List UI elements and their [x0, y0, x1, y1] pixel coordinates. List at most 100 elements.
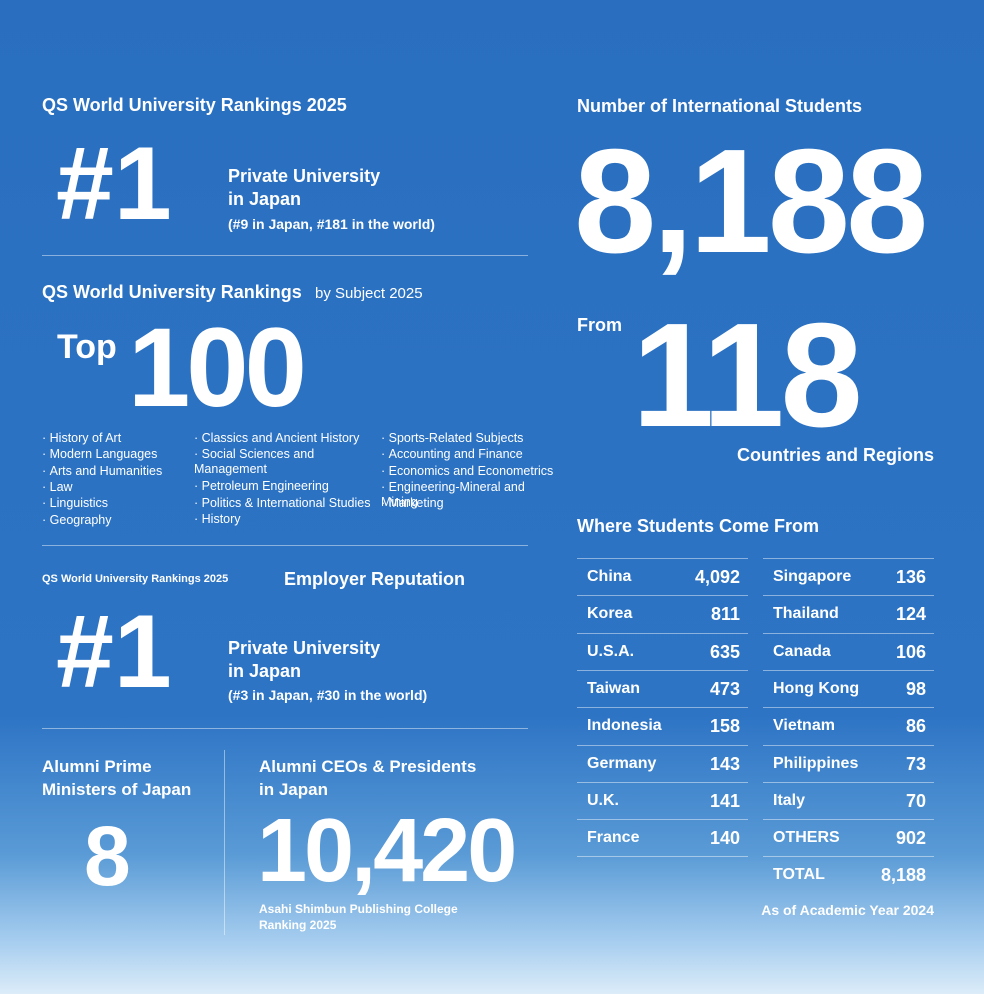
country-name: U.K. [587, 791, 619, 809]
subject-item: Modern Languages [42, 447, 192, 462]
total-label: TOTAL [773, 866, 825, 884]
section-prefix: QS World University Rankings 2025 [42, 573, 229, 585]
separator [763, 707, 934, 709]
country-count: 70 [905, 790, 926, 811]
top-label: Top [57, 328, 117, 366]
subject-item: Arts and Humanities [42, 464, 192, 479]
country-name: France [587, 829, 640, 847]
section-title: QS World University Rankings [42, 282, 302, 302]
country-name: Indonesia [587, 717, 662, 735]
separator [577, 744, 748, 746]
separator [763, 856, 934, 858]
separator [42, 255, 528, 256]
separator [763, 819, 934, 821]
separator [577, 781, 748, 783]
subject-item: Accounting and Finance [381, 447, 561, 462]
country-name: Thailand [773, 605, 839, 623]
country-count: 73 [905, 753, 926, 774]
country-name: Canada [773, 642, 831, 660]
top-number: 100 [128, 305, 307, 430]
subject-item: Politics & International Studies [194, 496, 374, 511]
from-label: From [577, 315, 622, 335]
rank-detail: (#3 in Japan, #30 in the world) [228, 687, 428, 703]
country-name: OTHERS [773, 829, 840, 847]
subject-item: History of Art [42, 431, 192, 446]
alumni-value: 8 [84, 809, 131, 903]
country-name: U.S.A. [587, 642, 635, 660]
subject-item: Marketing [381, 496, 561, 511]
separator [577, 856, 748, 858]
separator [42, 728, 528, 729]
alumni-title: Ministers of Japan [42, 780, 192, 799]
subject-item: Social Sciences and Management [194, 447, 374, 477]
alumni-title: in Japan [259, 780, 328, 799]
country-name: Hong Kong [773, 679, 860, 697]
alumni-title: Alumni Prime [42, 757, 152, 776]
rank-label: Private University [228, 638, 381, 658]
student-total: 8,188 [574, 119, 928, 284]
separator [577, 558, 748, 559]
alumni-title: Alumni CEOs & Presidents [259, 757, 477, 776]
separator [42, 545, 528, 546]
separator [763, 632, 934, 634]
country-count: 158 [709, 716, 740, 737]
separator [763, 595, 934, 597]
rank-label: Private University [228, 166, 381, 186]
country-count: 106 [895, 641, 926, 662]
country-count: 4,092 [694, 567, 740, 587]
country-name: Korea [587, 605, 633, 623]
country-count: 811 [710, 604, 740, 625]
country-count: 902 [895, 828, 926, 849]
country-name: Italy [773, 791, 806, 809]
subject-item: Sports-Related Subjects [381, 431, 561, 446]
rank-label: in Japan [228, 661, 302, 681]
country-count: 140 [709, 828, 740, 849]
country-name: Taiwan [587, 679, 641, 697]
subject-item: Geography [42, 513, 192, 528]
country-name: Germany [587, 754, 657, 772]
separator [577, 707, 748, 709]
separator [763, 781, 934, 783]
country-name: Philippines [773, 754, 859, 772]
section-title: Employer Reputation [284, 569, 466, 589]
section-title: QS World University Rankings 2025 [42, 95, 347, 115]
alumni-value: 10,420 [257, 801, 517, 901]
separator [224, 750, 225, 935]
note: As of Academic Year 2024 [761, 902, 934, 918]
separator [577, 819, 748, 821]
rank-number: #1 [56, 126, 172, 242]
rank-label: in Japan [228, 189, 302, 209]
subject-item: Economics and Econometrics [381, 464, 561, 479]
separator [577, 669, 748, 671]
country-count: 143 [709, 753, 740, 774]
separator [577, 595, 748, 597]
source: Ranking 2025 [259, 918, 337, 932]
rank-number: #1 [56, 594, 172, 710]
subject-item: Law [42, 480, 192, 495]
country-count: 124 [895, 604, 926, 625]
subject-item: Petroleum Engineering [194, 479, 374, 494]
separator [577, 632, 748, 634]
separator [763, 744, 934, 746]
separator [763, 558, 934, 559]
source: Asahi Shimbun Publishing College [259, 902, 458, 916]
countries-label: Countries and Regions [736, 445, 934, 465]
country-name: Vietnam [773, 717, 835, 735]
rank-detail: (#9 in Japan, #181 in the world) [228, 216, 435, 232]
country-name: Singapore [773, 568, 852, 585]
subject-item: History [194, 512, 374, 527]
section-subtitle: by Subject 2025 [315, 285, 423, 302]
country-count: 635 [709, 641, 740, 662]
total-value: 8,188 [880, 865, 926, 886]
country-count: 473 [709, 678, 740, 699]
subject-item: Linguistics [42, 496, 192, 511]
country-count: 98 [905, 678, 926, 699]
country-name: China [587, 568, 632, 585]
section-title: Where Students Come From [577, 516, 820, 536]
country-count: 136 [895, 567, 926, 587]
separator [763, 669, 934, 671]
country-count: 86 [905, 716, 926, 737]
country-count: 141 [709, 790, 740, 811]
subject-item: Classics and Ancient History [194, 431, 374, 446]
